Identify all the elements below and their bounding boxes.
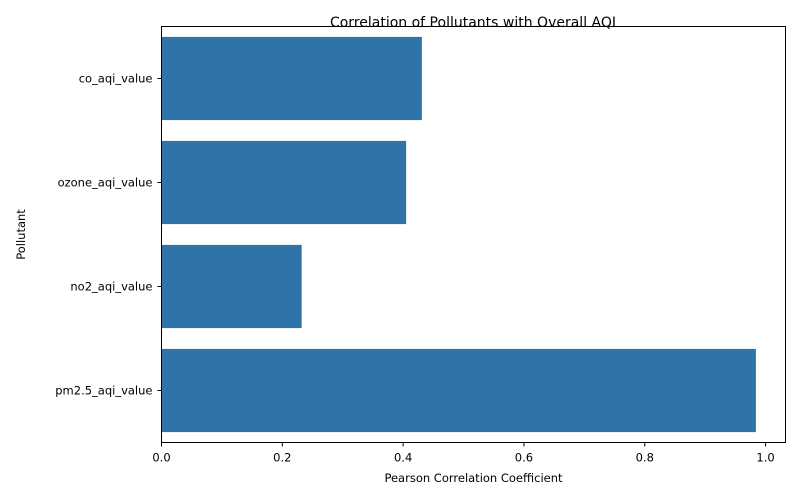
bar-pm2-5-aqi-value xyxy=(161,348,756,433)
plot-frame xyxy=(161,26,786,443)
y-tick-label: no2_aqi_value xyxy=(70,280,152,294)
x-tick-label: 0.6 xyxy=(515,451,533,465)
y-tick-label: ozone_aqi_value xyxy=(58,176,153,190)
chart-title: Correlation of Pollutants with Overall A… xyxy=(330,15,616,31)
y-tick-label: pm2.5_aqi_value xyxy=(55,384,152,398)
bar-ozone-aqi-value xyxy=(161,140,407,225)
x-axis-label: Pearson Correlation Coefficient xyxy=(384,471,563,485)
y-axis-label: Pollutant xyxy=(14,209,28,260)
x-tick-label: 0.0 xyxy=(152,451,170,465)
y-tick-label: co_aqi_value xyxy=(79,72,153,86)
x-tick-label: 0.8 xyxy=(636,451,654,465)
x-tick-label: 0.2 xyxy=(273,451,291,465)
bar-no2-aqi-value xyxy=(161,244,302,329)
x-tick-label: 1.0 xyxy=(756,451,774,465)
x-tick-label: 0.4 xyxy=(394,451,412,465)
bar-co-aqi-value xyxy=(161,36,422,121)
